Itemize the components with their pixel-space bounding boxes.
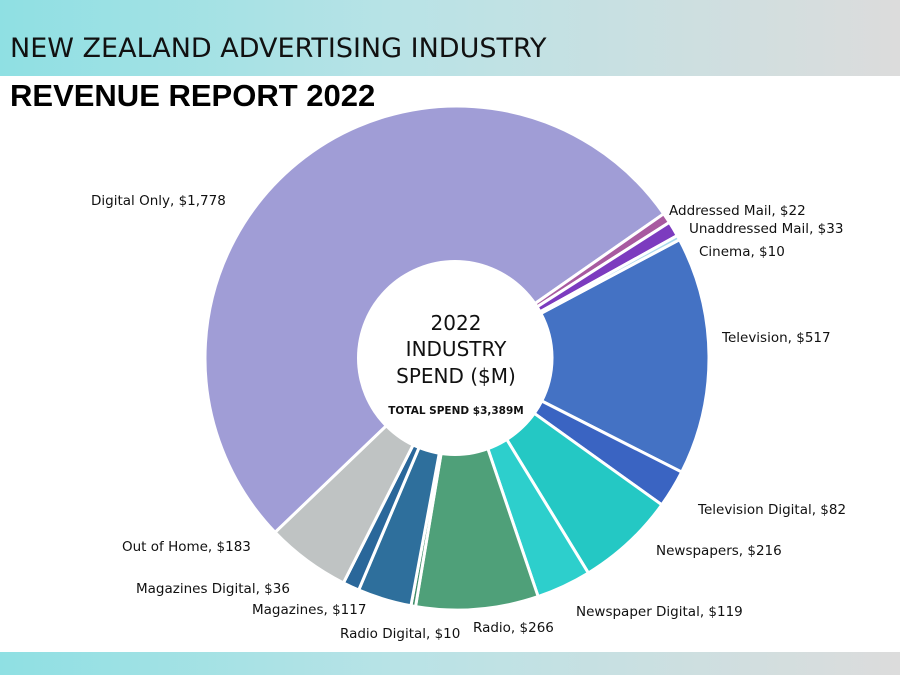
label-magazines: Magazines, $117 (252, 602, 366, 618)
center-spend-label: SPEND ($M) (396, 364, 516, 388)
page-subtitle: REVENUE REPORT 2022 (10, 78, 376, 113)
label-cinema: Cinema, $10 (699, 244, 785, 260)
page-title: NEW ZEALAND ADVERTISING INDUSTRY (10, 33, 547, 64)
label-television-digital: Television Digital, $82 (697, 502, 846, 518)
label-radio: Radio, $266 (473, 620, 554, 636)
donut-hole (357, 260, 553, 456)
chart-slices (203, 104, 711, 612)
chart-labels: Television, $517 Television Digital, $82 N… (91, 193, 846, 642)
header-band (0, 0, 900, 76)
label-digital-only: Digital Only, $1,778 (91, 193, 226, 209)
label-newspapers: Newspapers, $216 (656, 543, 782, 559)
label-out-of-home: Out of Home, $183 (122, 539, 251, 555)
footer-band (0, 652, 900, 675)
label-television: Television, $517 (721, 330, 831, 346)
center-year: 2022 (431, 311, 482, 335)
label-addressed-mail: Addressed Mail, $22 (669, 203, 806, 219)
label-magazines-digital: Magazines Digital, $36 (136, 581, 290, 597)
center-industry: INDUSTRY (406, 337, 507, 361)
center-total-spend: TOTAL SPEND $3,389M (388, 405, 523, 417)
label-unaddressed-mail: Unaddressed Mail, $33 (689, 221, 843, 237)
label-newspaper-digital: Newspaper Digital, $119 (576, 604, 743, 620)
label-radio-digital: Radio Digital, $10 (340, 626, 460, 642)
